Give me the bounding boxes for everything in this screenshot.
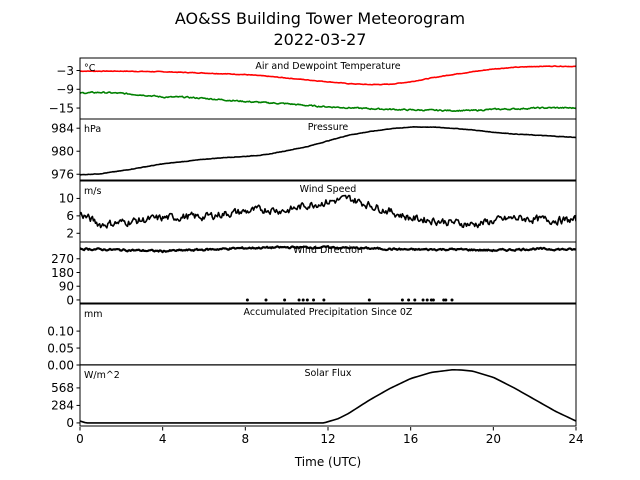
figure-title: AO&SS Building Tower Meteorogram <box>175 9 465 28</box>
x-tick-label: 8 <box>242 432 250 446</box>
series-line-pressure-0 <box>80 126 576 176</box>
data-point <box>413 298 417 302</box>
y-tick-label: 0.00 <box>47 358 74 372</box>
panel-title: Wind Speed <box>300 184 357 195</box>
y-tick-label: 976 <box>51 168 74 182</box>
y-tick-label: 0 <box>66 416 74 430</box>
x-tick-label: 20 <box>486 432 501 446</box>
y-tick-label: −9 <box>56 83 74 97</box>
unit-label: m/s <box>84 186 101 197</box>
y-tick-label: 6 <box>66 209 74 223</box>
data-point <box>407 298 411 302</box>
panel-frame <box>79 364 577 427</box>
y-tick-label: 568 <box>51 381 74 395</box>
data-point <box>429 298 433 302</box>
y-tick-label: 10 <box>59 192 74 206</box>
data-point <box>301 298 305 302</box>
panels: −3 −9 −15 °C Air and Dewpoint Temperature 984… <box>47 57 577 430</box>
panel-title: Wind Direction <box>293 245 363 256</box>
x-axis-label: Time (UTC) <box>294 455 361 469</box>
panel-pressure: 984 980 976 hPa Pressure <box>51 118 577 182</box>
x-tick-label: 4 <box>159 432 167 446</box>
x-axis: 0 4 8 12 16 20 24 <box>76 427 584 446</box>
panel-wind_speed: 10 6 2 m/s Wind Speed <box>59 180 577 243</box>
panel-title: Accumulated Precipitation Since 0Z <box>244 307 413 318</box>
data-point <box>431 298 435 302</box>
data-point <box>421 298 425 302</box>
data-point <box>400 298 404 302</box>
panel-solar: 568 284 0 W/m^2 Solar Flux <box>51 364 577 430</box>
unit-label: W/m^2 <box>84 370 120 381</box>
data-point <box>312 298 316 302</box>
data-point <box>450 298 454 302</box>
x-tick-label: 12 <box>320 432 335 446</box>
y-tick-label: 0.10 <box>47 324 74 338</box>
data-point <box>264 298 268 302</box>
y-tick-label: 0 <box>66 293 74 307</box>
panel-precipitation: 0.10 0.05 0.00 mm Accumulated Precipitation … <box>47 303 577 372</box>
data-point <box>442 298 446 302</box>
series-line-temperature-0 <box>80 65 576 86</box>
panel-temperature: −3 −9 −15 °C Air and Dewpoint Temperature <box>49 57 577 120</box>
series-line-temperature-1 <box>80 91 576 113</box>
y-tick-label: 2 <box>66 227 74 241</box>
unit-label: mm <box>84 309 103 320</box>
series-line-solar-0 <box>80 369 576 424</box>
y-tick-label: 284 <box>51 399 74 413</box>
data-point <box>297 298 301 302</box>
figure-subtitle: 2022-03-27 <box>274 30 367 49</box>
y-tick-label: 0.05 <box>47 341 74 355</box>
series-line-wind_speed-0 <box>80 194 576 229</box>
unit-label: °C <box>84 63 96 74</box>
data-point <box>367 298 371 302</box>
data-point <box>283 298 287 302</box>
series-line-wind_direction-0 <box>80 245 576 254</box>
unit-label: hPa <box>84 124 101 135</box>
panel-title: Solar Flux <box>305 368 352 379</box>
panel-frame <box>79 118 577 181</box>
x-tick-label: 24 <box>568 432 583 446</box>
panel-title: Pressure <box>308 122 349 133</box>
y-tick-label: 984 <box>51 122 74 136</box>
x-tick-label: 0 <box>76 432 84 446</box>
y-tick-label: −3 <box>56 64 74 78</box>
data-point <box>322 298 326 302</box>
panel-title: Air and Dewpoint Temperature <box>255 61 400 72</box>
y-tick-label: 90 <box>59 280 74 294</box>
data-point <box>425 298 429 302</box>
y-tick-label: 270 <box>51 252 74 266</box>
y-tick-label: 180 <box>51 266 74 280</box>
y-tick-label: −15 <box>49 101 74 115</box>
x-tick-label: 16 <box>403 432 418 446</box>
data-point <box>444 298 448 302</box>
y-tick-label: 980 <box>51 145 74 159</box>
data-point <box>305 298 309 302</box>
data-point <box>245 298 249 302</box>
